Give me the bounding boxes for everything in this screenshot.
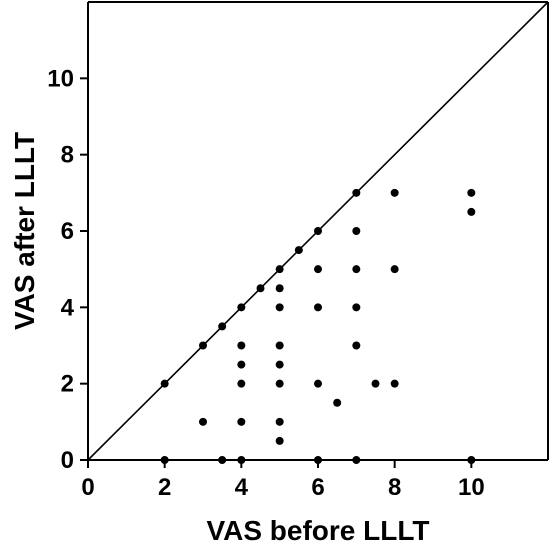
- data-point: [275, 379, 284, 388]
- data-point: [371, 379, 380, 388]
- data-point: [314, 303, 322, 312]
- data-point: [237, 341, 246, 350]
- x-tick-label: 6: [311, 474, 324, 501]
- data-point: [314, 265, 322, 274]
- data-point: [237, 379, 246, 388]
- data-point: [218, 456, 227, 464]
- data-point: [160, 456, 169, 464]
- data-point: [467, 456, 476, 464]
- data-point: [390, 188, 399, 197]
- data-point: [333, 398, 342, 407]
- data-point: [314, 456, 322, 464]
- data-point: [352, 227, 361, 235]
- data-point: [275, 417, 284, 426]
- data-point: [275, 265, 284, 274]
- data-point: [160, 379, 169, 388]
- data-point: [352, 341, 361, 350]
- x-tick-label: 8: [388, 474, 401, 501]
- data-point: [352, 456, 361, 464]
- data-point: [275, 436, 284, 445]
- x-axis-title: VAS before LLLT: [207, 515, 430, 546]
- data-point: [256, 284, 265, 293]
- data-point: [237, 456, 246, 464]
- x-tick-label: 2: [158, 474, 171, 501]
- data-point: [467, 188, 476, 197]
- x-tick-label: 4: [235, 474, 249, 501]
- data-point: [352, 188, 361, 197]
- data-point: [237, 303, 246, 312]
- data-point: [218, 322, 227, 331]
- data-point: [199, 341, 207, 350]
- data-point: [314, 379, 322, 388]
- y-tick-label: 4: [61, 294, 75, 321]
- data-point: [467, 207, 476, 216]
- y-tick-label: 0: [61, 447, 74, 474]
- data-point: [237, 417, 246, 426]
- data-point: [275, 284, 284, 293]
- data-point: [314, 227, 322, 235]
- y-tick-label: 10: [47, 65, 74, 92]
- x-tick-label: 0: [81, 474, 94, 501]
- data-point: [352, 303, 361, 312]
- x-tick-label: 10: [458, 474, 485, 501]
- y-tick-label: 6: [61, 218, 74, 245]
- data-point: [275, 303, 284, 312]
- data-point: [390, 265, 399, 274]
- data-point: [275, 341, 284, 350]
- x-ticks: 0 2 4 6 8 10: [81, 460, 485, 501]
- y-axis-title: VAS after LLLT: [9, 132, 40, 330]
- y-tick-label: 8: [61, 142, 74, 169]
- y-ticks: 0 2 4 6 8 10: [47, 65, 88, 474]
- data-points: [160, 188, 476, 464]
- data-point: [352, 265, 361, 274]
- data-point: [199, 417, 207, 426]
- data-point: [275, 360, 284, 369]
- data-point: [237, 360, 246, 369]
- y-tick-label: 2: [61, 371, 74, 398]
- data-point: [294, 246, 303, 255]
- data-point: [390, 379, 399, 388]
